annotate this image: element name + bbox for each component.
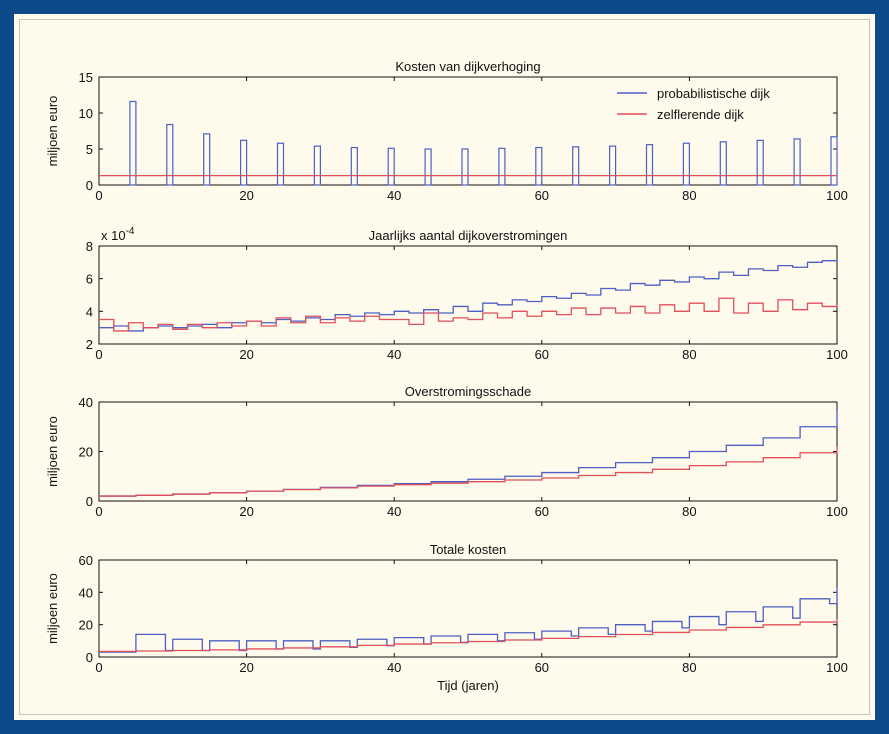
x-tick-label: 20 (239, 504, 253, 519)
x-tick-label: 100 (826, 188, 848, 203)
y-tick-label: 6 (86, 272, 93, 287)
y-axis-label: miljoen euro (45, 416, 60, 487)
bar (498, 147, 506, 186)
x-tick-label: 20 (239, 660, 253, 675)
x-tick-label: 80 (682, 188, 696, 203)
bar (129, 100, 137, 186)
chart-title: Kosten van dijkverhoging (395, 59, 540, 74)
chart-panel-3: Overstromingsschade 0 20 40 60 80 100 0 20 40 milj… (45, 384, 848, 519)
y-tick-label: 15 (79, 70, 93, 85)
multiplier-base: x 10 (101, 228, 126, 243)
y-tick-label: 10 (79, 106, 93, 121)
x-tick-label: 40 (387, 660, 401, 675)
y-tick-label: 0 (86, 650, 93, 665)
chart-panel-4: Totale kosten 0 20 40 60 80 100 0 20 40 60 miljoen … (45, 542, 848, 693)
bar (461, 148, 469, 186)
x-tick-label: 0 (95, 660, 102, 675)
y-tick-label: 40 (79, 395, 93, 410)
x-tick-label: 60 (535, 660, 549, 675)
plot-area (98, 245, 838, 345)
multiplier-exponent: -4 (126, 226, 135, 237)
x-tick-label: 40 (387, 347, 401, 362)
y-tick-label: 2 (86, 337, 93, 352)
chart-title: Jaarlijks aantal dijkoverstromingen (369, 228, 568, 243)
x-tick-label: 40 (387, 504, 401, 519)
y-tick-label: 8 (86, 239, 93, 254)
x-tick-label: 60 (535, 504, 549, 519)
y-tick-label: 40 (79, 585, 93, 600)
legend-entry: zelflerende dijk (657, 107, 744, 122)
bar (240, 139, 248, 186)
x-tick-label: 0 (95, 504, 102, 519)
series-line-1 (99, 259, 838, 332)
y-tick-label: 4 (86, 304, 93, 319)
plot-area (98, 559, 838, 658)
bar (424, 148, 432, 186)
figure-frame: Kosten van dijkverhoging 0 20 40 60 80 100 0 5 10… (14, 14, 875, 720)
series-line-2 (99, 446, 838, 497)
x-tick-label: 80 (682, 660, 696, 675)
x-tick-label: 20 (239, 188, 253, 203)
bar (387, 147, 395, 186)
y-tick-label: 20 (79, 445, 93, 460)
bar (830, 136, 838, 186)
bar (793, 138, 801, 186)
x-tick-label: 100 (826, 660, 848, 675)
bar (166, 123, 174, 186)
chart-panel-2: Jaarlijks aantal dijkoverstromingen 0 20 40… (86, 226, 848, 362)
x-tick-label: 0 (95, 188, 102, 203)
bar (682, 142, 691, 186)
y-multiplier: x 10-4 (101, 226, 135, 243)
bar (203, 133, 211, 186)
legend-entry: probabilistische dijk (657, 86, 770, 101)
x-tick-label: 100 (826, 347, 848, 362)
bar (313, 145, 321, 186)
x-tick-label: 40 (387, 188, 401, 203)
series-line-2 (99, 297, 838, 332)
y-tick-label: 0 (86, 494, 93, 509)
bar (719, 141, 727, 186)
bar (276, 142, 285, 186)
x-tick-label: 60 (535, 347, 549, 362)
y-tick-label: 60 (79, 553, 93, 568)
chart-title: Totale kosten (430, 542, 507, 557)
x-tick-label: 100 (826, 504, 848, 519)
bar (608, 145, 617, 186)
y-tick-label: 20 (79, 618, 93, 633)
y-tick-label: 0 (86, 178, 93, 193)
bar (645, 144, 654, 186)
bar (572, 146, 580, 186)
chart-title: Overstromingsschade (405, 384, 531, 399)
x-tick-label: 0 (95, 347, 102, 362)
series-line-2 (99, 619, 838, 652)
x-tick-label: 80 (682, 347, 696, 362)
x-tick-label: 20 (239, 347, 253, 362)
y-tick-label: 5 (86, 142, 93, 157)
x-axis-label: Tijd (jaren) (437, 678, 499, 693)
bar (535, 146, 543, 186)
y-axis-label: miljoen euro (45, 96, 60, 167)
y-axis-label: miljoen euro (45, 573, 60, 644)
chart-panel-1: Kosten van dijkverhoging 0 20 40 60 80 100 0 5 10… (45, 59, 848, 203)
figure-inner-border (19, 19, 870, 715)
bar (756, 139, 764, 186)
x-tick-label: 80 (682, 504, 696, 519)
x-tick-label: 60 (535, 188, 549, 203)
bar (350, 146, 358, 186)
